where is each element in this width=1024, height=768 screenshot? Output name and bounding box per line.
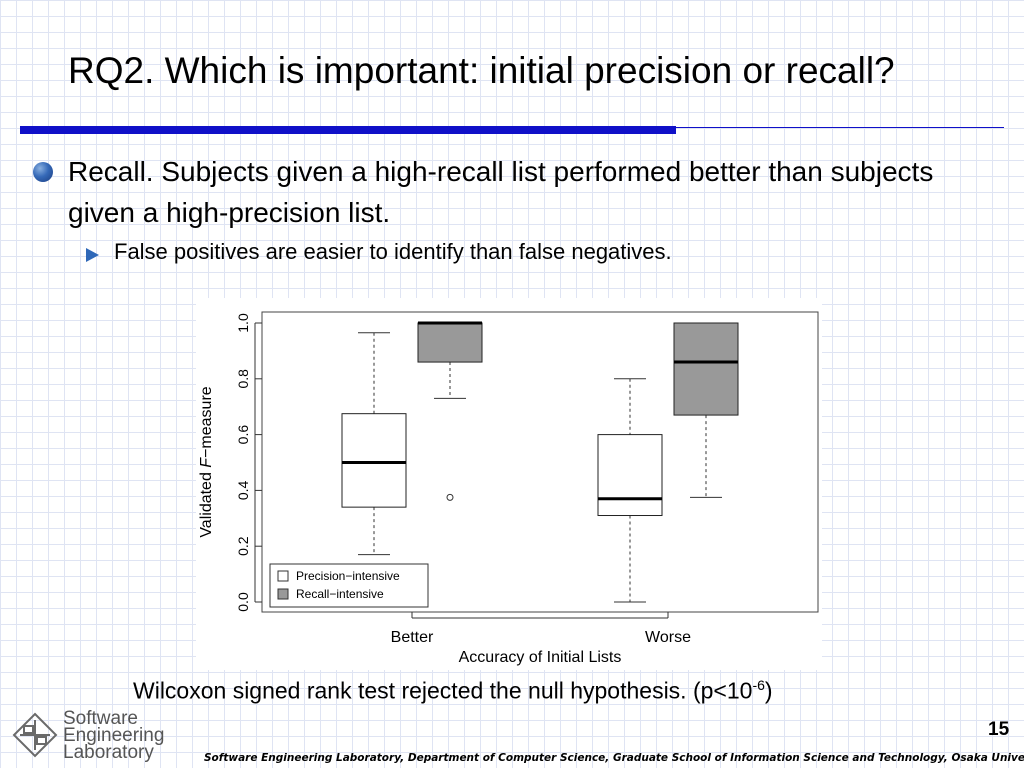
sub-bullet-text: False positives are easier to identify t… [114,239,672,264]
box-body [417,322,483,363]
title-underline-thin [676,127,1004,128]
box-precision-worse [597,378,663,603]
legend-label: Precision−intensive [296,569,400,583]
y-tick-label: 0.0 [235,592,251,612]
slide-title: RQ2. Which is important: initial precisi… [68,50,895,91]
x-axis-label: Accuracy of Initial Lists [459,649,622,666]
box-body [341,413,407,508]
y-label-suffix: −measure [198,386,215,458]
y-tick-label: 0.2 [235,536,251,556]
sub-bullet-arrow-icon [86,248,99,262]
legend-box [269,563,429,608]
box-recall-worse [673,322,739,498]
y-tick-label: 0.6 [235,425,251,445]
legend-swatch [277,588,289,600]
logo-line-1: Software [63,708,138,729]
x-tick-label: Worse [645,629,691,646]
y-label-italic: F [198,457,215,468]
y-tick-label: 0.4 [235,480,251,500]
box-body [597,434,663,517]
x-axis: Better Worse [391,612,691,646]
legend: Precision−intensive Recall−intensive [269,563,429,608]
x-tick-label: Better [391,629,434,646]
legend-label: Recall−intensive [296,587,384,601]
title-underline [20,126,676,134]
logo-line-2: Engineering [63,725,165,746]
footer-affiliation: Software Engineering Laboratory, Departm… [204,752,1024,764]
footnote-exponent: -6 [752,677,765,693]
boxplot-svg: 0.0 0.2 0.4 0.6 0.8 1.0 Better Worse Precision… [198,311,819,666]
boxes [341,321,739,603]
bullet-circle-icon [33,162,53,182]
box-precision-better [341,332,407,556]
box-body [673,322,739,416]
y-tick-label: 1.0 [235,313,251,333]
logo-line-3: Laboratory [63,742,154,763]
outlier-point [446,493,454,501]
y-axis: 0.0 0.2 0.4 0.6 0.8 1.0 [235,313,262,612]
y-label-prefix: Validated [198,468,215,538]
footnote: Wilcoxon signed rank test rejected the n… [133,677,773,705]
y-tick-label: 0.8 [235,369,251,389]
boxplot-chart: 0.0 0.2 0.4 0.6 0.8 1.0 Better Worse Precision… [196,298,822,670]
lab-logo-icon [12,712,58,758]
main-bullet-text: Recall. Subjects given a high-recall lis… [68,156,934,228]
footnote-close: ) [764,677,773,704]
box-recall-better [417,321,483,501]
y-axis-label: Validated F−measure [198,386,215,537]
page-number: 15 [988,719,1010,740]
footnote-text: Wilcoxon signed rank test rejected the n… [133,677,753,704]
legend-swatch [277,570,289,582]
lab-logo-text: Software Engineering Laboratory [63,708,165,763]
